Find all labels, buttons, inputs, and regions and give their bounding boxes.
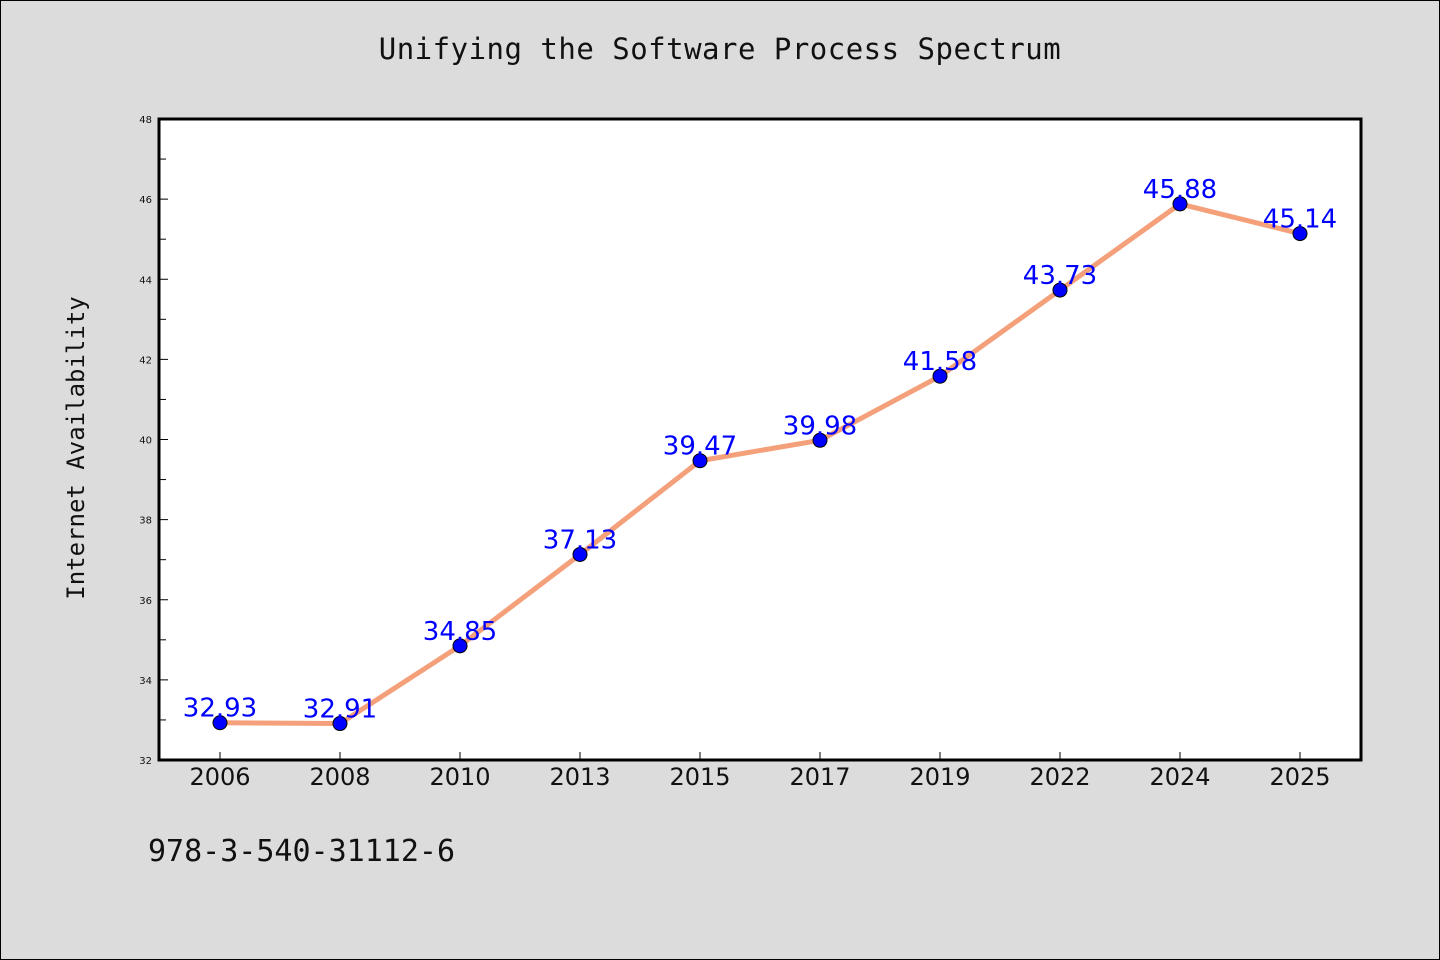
data-point xyxy=(332,716,348,732)
data-label: 39.47 xyxy=(663,432,737,462)
data-label: 39.98 xyxy=(783,411,857,441)
plot-area xyxy=(159,119,1361,760)
data-label: 34.85 xyxy=(423,617,497,647)
y-tick-label: 36 xyxy=(139,596,152,607)
data-point xyxy=(452,638,468,654)
data-point xyxy=(932,368,948,384)
x-tick-label: 2008 xyxy=(309,763,370,791)
data-point xyxy=(1172,196,1188,212)
x-tick-label: 2006 xyxy=(189,763,250,791)
y-tick-label: 48 xyxy=(139,115,152,126)
data-point xyxy=(572,546,588,562)
plot-border xyxy=(157,117,1363,762)
data-label: 32.93 xyxy=(183,694,257,724)
data-label: 45.88 xyxy=(1143,175,1217,205)
x-tick-label: 2015 xyxy=(669,763,730,791)
data-point xyxy=(212,715,228,731)
data-point xyxy=(1292,226,1308,242)
data-label: 43.73 xyxy=(1023,261,1097,291)
x-tick-label: 2010 xyxy=(429,763,490,791)
data-label: 32.91 xyxy=(303,695,377,725)
chart-title: Unifying the Software Process Spectrum xyxy=(378,32,1062,66)
y-tick-label: 34 xyxy=(139,676,152,687)
y-tick-label: 32 xyxy=(139,756,152,767)
footer-code: 978-3-540-31112-6 xyxy=(148,834,456,869)
x-tick-label: 2022 xyxy=(1029,763,1090,791)
data-labels: 32.93 32.91 34.85 37.13 39.47 39.98 41.58 43.73… xyxy=(183,175,1337,725)
y-tick-label: 44 xyxy=(139,275,152,286)
y-tick-label: 46 xyxy=(139,195,152,206)
data-label: 41.58 xyxy=(903,347,977,377)
data-point xyxy=(1052,282,1068,298)
y-axis-label: Internet Availability xyxy=(62,296,90,599)
x-axis-ticks: 2006 2008 2010 2013 2015 2017 2019 2022 2024 2025 xyxy=(189,752,1331,791)
data-point xyxy=(812,432,828,448)
series-line xyxy=(217,201,1303,727)
x-tick-label: 2025 xyxy=(1269,763,1330,791)
data-label: 45.14 xyxy=(1263,205,1337,235)
y-tick-label: 40 xyxy=(139,436,152,447)
x-tick-label: 2013 xyxy=(549,763,610,791)
x-tick-label: 2024 xyxy=(1149,763,1210,791)
x-tick-label: 2017 xyxy=(789,763,850,791)
x-tick-label: 2019 xyxy=(909,763,970,791)
data-label: 37.13 xyxy=(543,525,617,555)
data-points xyxy=(212,196,1308,732)
y-tick-label: 42 xyxy=(139,355,152,366)
data-point xyxy=(692,453,708,469)
y-tick-label: 38 xyxy=(139,516,152,527)
